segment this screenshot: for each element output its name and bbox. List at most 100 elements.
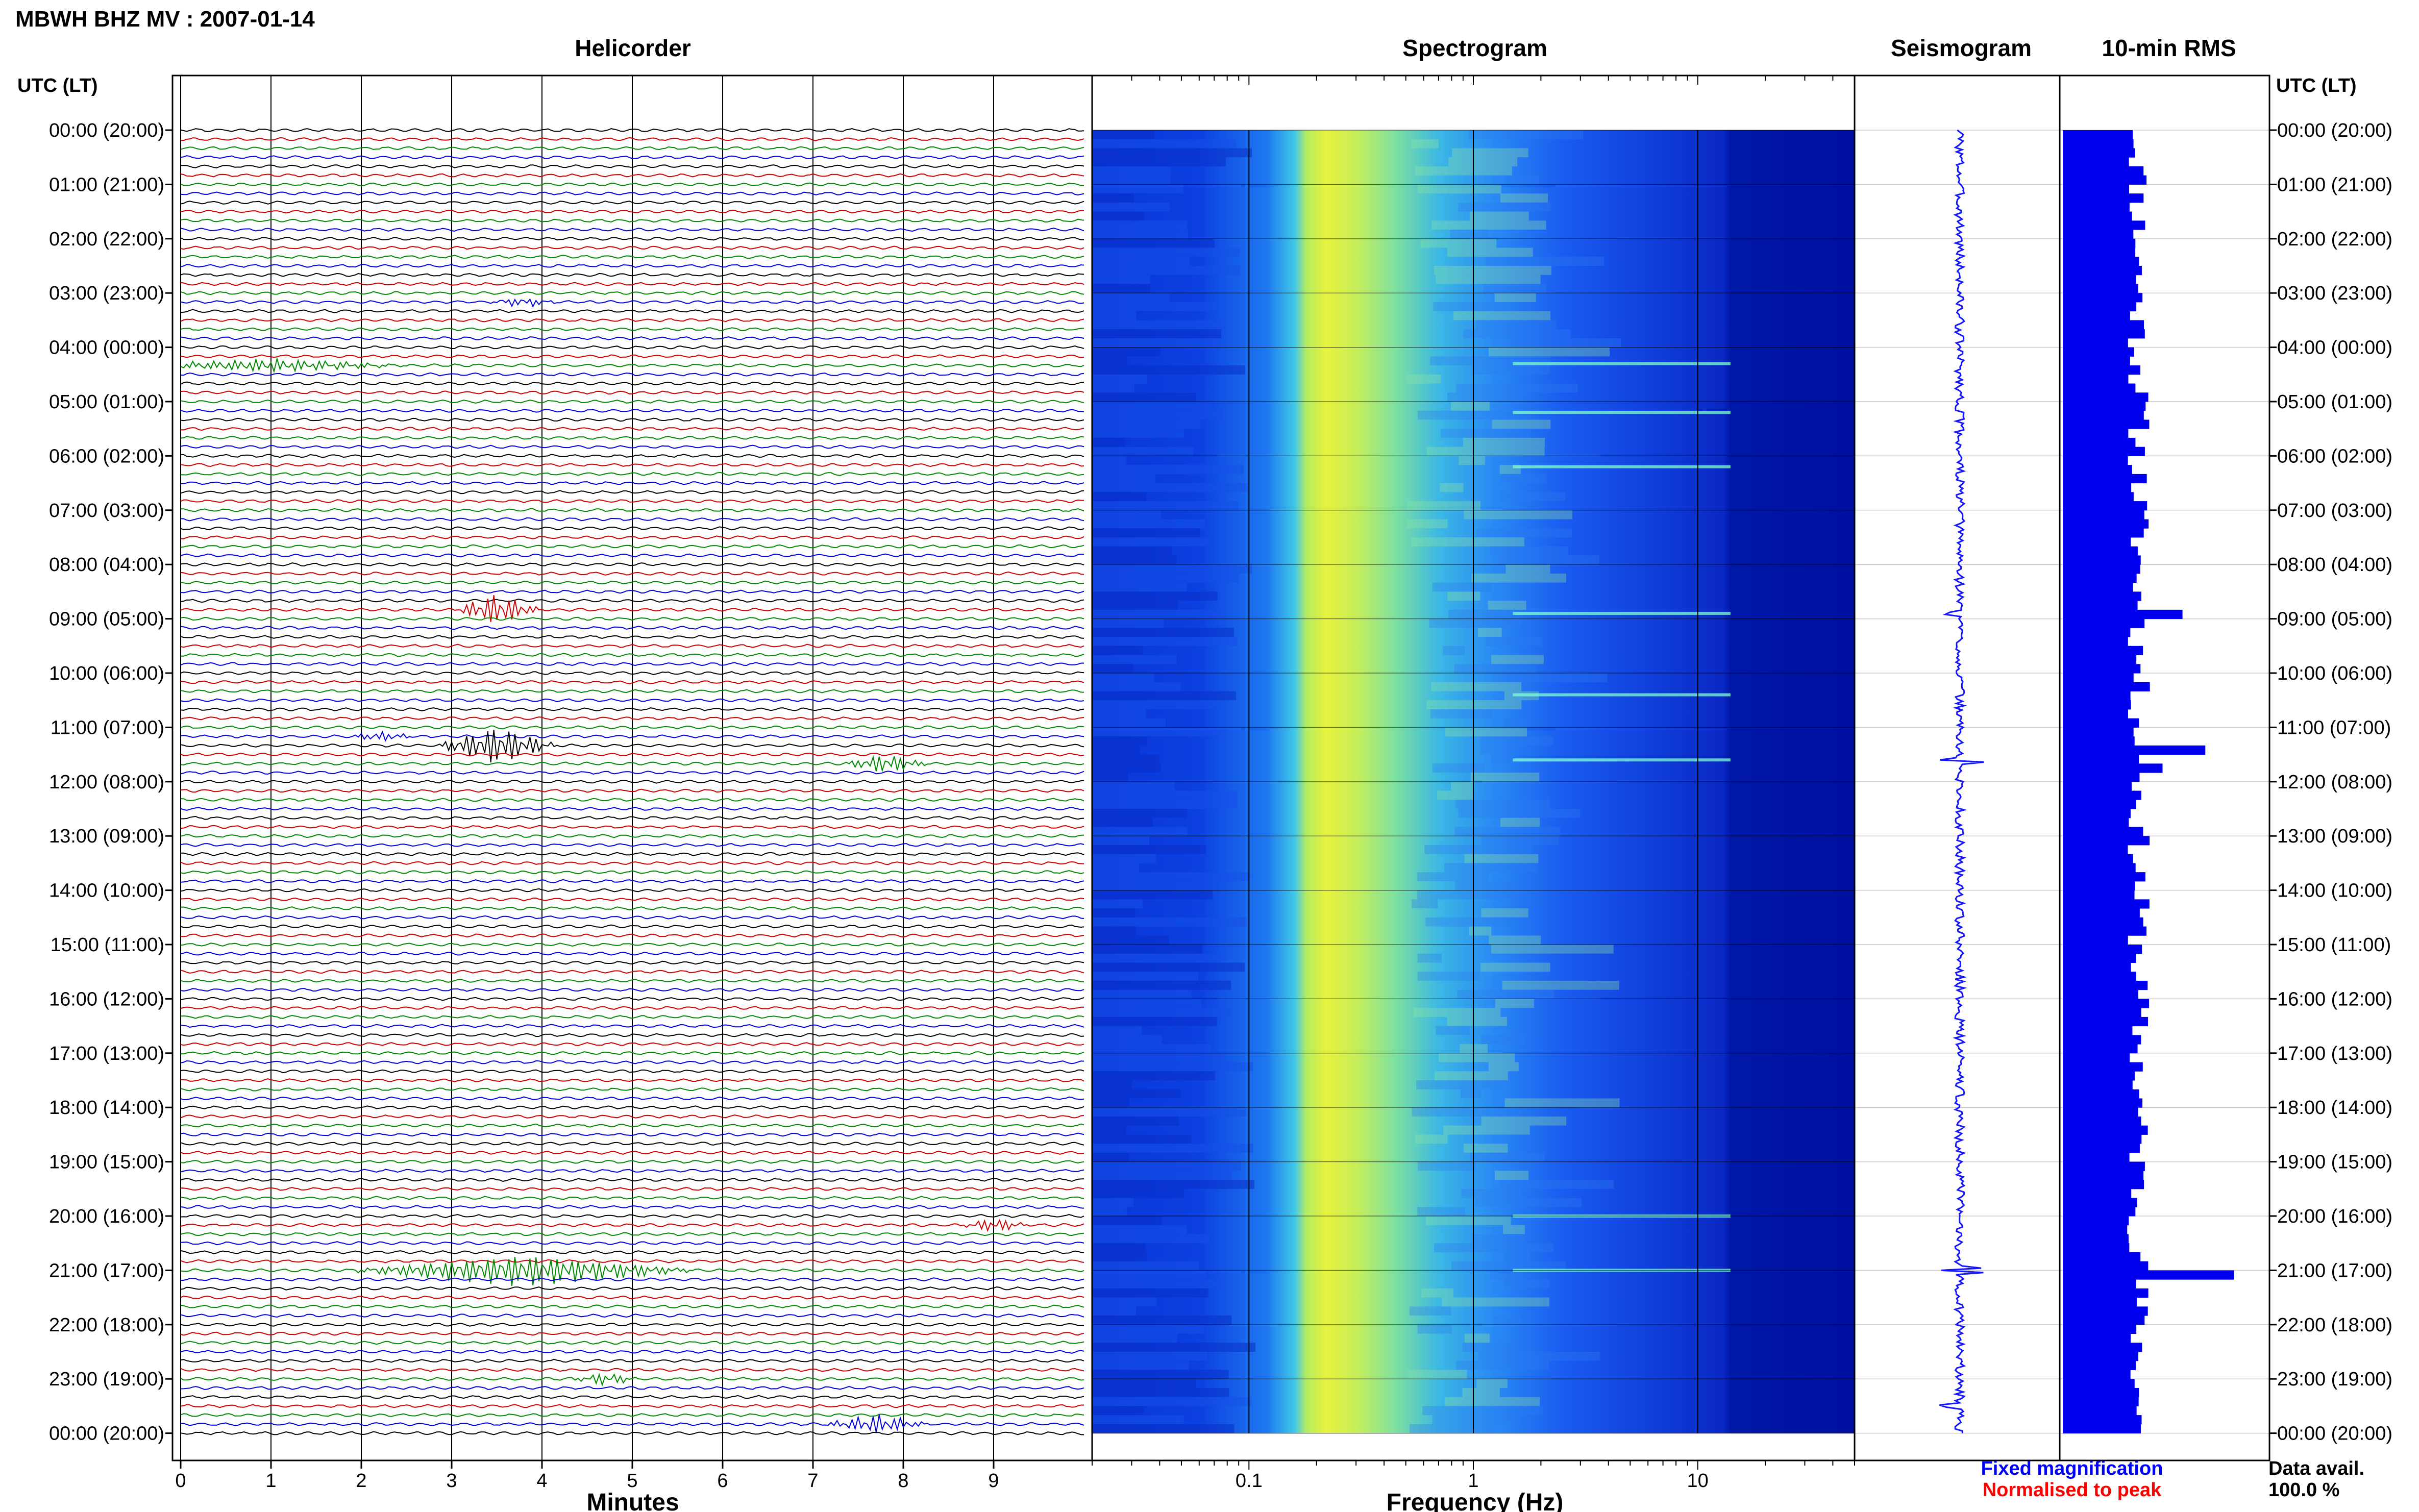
helicorder-trace xyxy=(180,1205,1084,1209)
rms-bar xyxy=(2063,691,2131,701)
rms-bar xyxy=(2063,184,2130,194)
helicorder-trace xyxy=(180,951,1084,956)
helicorder-trace xyxy=(180,1014,1084,1019)
helicorder-trace xyxy=(180,616,1084,621)
rms-bar xyxy=(2063,1017,2148,1027)
helicorder-trace xyxy=(180,997,1084,1001)
legend-normalised-to-peak: Normalised to peak xyxy=(1983,1479,2162,1501)
minute-tick-label: 1 xyxy=(265,1470,276,1492)
time-label-left: 00:00 (20:00) xyxy=(49,1423,164,1445)
helicorder-trace xyxy=(180,218,1084,223)
time-label-right: 06:00 (02:00) xyxy=(2277,445,2392,467)
rms-bar xyxy=(2063,284,2138,293)
helicorder-trace xyxy=(180,508,1084,512)
helicorder-trace xyxy=(180,626,1084,630)
helicorder-trace xyxy=(180,200,1084,205)
helicorder-trace xyxy=(180,553,1084,558)
rms-bar xyxy=(2063,601,2138,610)
time-label-left: 21:00 (17:00) xyxy=(49,1260,164,1281)
helicorder-trace xyxy=(180,499,1084,504)
spectrogram-event-streak xyxy=(1513,411,1731,414)
rms-bar xyxy=(2063,1288,2149,1298)
rms-bar xyxy=(2063,1379,2135,1389)
time-label-right: 02:00 (22:00) xyxy=(2277,229,2392,250)
helicorder-trace xyxy=(180,408,1084,413)
helicorder-trace xyxy=(180,435,1084,440)
rms-bar xyxy=(2063,1098,2142,1108)
rms-bar xyxy=(2063,483,2132,492)
rms-bar xyxy=(2063,845,2128,855)
minute-tick-label: 0 xyxy=(175,1470,186,1492)
time-label-right: 15:00 (11:00) xyxy=(2277,934,2391,956)
rms-bar xyxy=(2063,736,2135,746)
helicorder-trace xyxy=(180,1159,1084,1164)
helicorder-trace xyxy=(180,164,1084,168)
helicorder-trace xyxy=(180,444,1084,449)
helicorder-trace xyxy=(180,544,1084,549)
helicorder-trace xyxy=(180,571,1084,576)
helicorder-trace xyxy=(180,472,1084,476)
time-label-left: 02:00 (22:00) xyxy=(49,229,164,250)
rms-bar xyxy=(2063,999,2150,1008)
helicorder-trace xyxy=(180,662,1084,666)
helicorder-trace xyxy=(180,978,1084,983)
figure-title: MBWH BHZ MV : 2007-01-14 xyxy=(15,7,315,32)
helicorder-trace xyxy=(180,381,1084,386)
helicorder-trace xyxy=(180,357,1084,374)
helicorder-trace xyxy=(180,454,1084,458)
minute-tick-label: 2 xyxy=(356,1470,366,1492)
time-label-right: 07:00 (03:00) xyxy=(2277,500,2392,522)
rms-bar xyxy=(2063,193,2144,203)
helicorder-trace xyxy=(180,689,1084,693)
helicorder-trace xyxy=(180,852,1084,856)
rms-bar xyxy=(2063,573,2137,583)
rms-bar xyxy=(2063,202,2130,212)
rms-bar xyxy=(2063,320,2144,330)
rms-bar xyxy=(2063,1352,2138,1361)
helicorder-trace xyxy=(180,1341,1084,1345)
rms-bar xyxy=(2063,673,2134,683)
helicorder-trace xyxy=(180,671,1084,675)
helicorder-trace xyxy=(180,1395,1084,1399)
helicorder-trace xyxy=(180,191,1084,196)
rms-bar xyxy=(2063,338,2128,348)
helicorder-trace xyxy=(180,481,1084,485)
time-label-right: 03:00 (23:00) xyxy=(2277,283,2392,304)
rms-bar xyxy=(2063,1316,2145,1325)
helicorder-trace xyxy=(180,1219,1084,1232)
time-label-right: 23:00 (19:00) xyxy=(2277,1369,2392,1390)
rms-bar xyxy=(2063,311,2130,320)
panel-title-seismogram: Seismogram xyxy=(1891,35,2032,61)
helicorder-trace xyxy=(180,1313,1084,1318)
helicorder-trace xyxy=(180,1196,1084,1200)
helicorder-trace xyxy=(180,535,1084,540)
helicorder-trace xyxy=(180,635,1084,639)
data-availability-label: Data avail. xyxy=(2268,1458,2364,1479)
helicorder-trace xyxy=(180,987,1084,992)
rms-bar xyxy=(2063,501,2148,511)
spectrogram-panel xyxy=(1091,75,1856,1461)
time-label-right: 13:00 (09:00) xyxy=(2277,826,2392,847)
helicorder-trace xyxy=(180,595,1084,622)
rms-bar xyxy=(2063,220,2145,230)
helicorder-trace xyxy=(180,779,1084,784)
helicorder-trace xyxy=(180,1150,1084,1155)
rms-bar xyxy=(2063,175,2147,185)
minute-tick-label: 4 xyxy=(536,1470,547,1492)
rms-bar xyxy=(2063,1053,2130,1063)
helicorder-trace xyxy=(180,1096,1084,1101)
rms-bar xyxy=(2063,329,2145,339)
time-label-left: 08:00 (04:00) xyxy=(49,554,164,576)
rms-bar xyxy=(2063,628,2131,637)
rms-bar xyxy=(2063,419,2150,429)
helicorder-trace xyxy=(180,924,1084,929)
rms-bar xyxy=(2063,402,2146,411)
rms-bar xyxy=(2063,139,2134,148)
helicorder-trace xyxy=(180,417,1084,422)
rms-bar xyxy=(2063,537,2131,547)
helicorder-trace xyxy=(180,825,1084,829)
helicorder-trace xyxy=(180,1277,1084,1282)
helicorder-trace xyxy=(180,897,1084,902)
helicorder-trace xyxy=(180,752,1084,757)
rms-bar xyxy=(2063,1071,2135,1081)
